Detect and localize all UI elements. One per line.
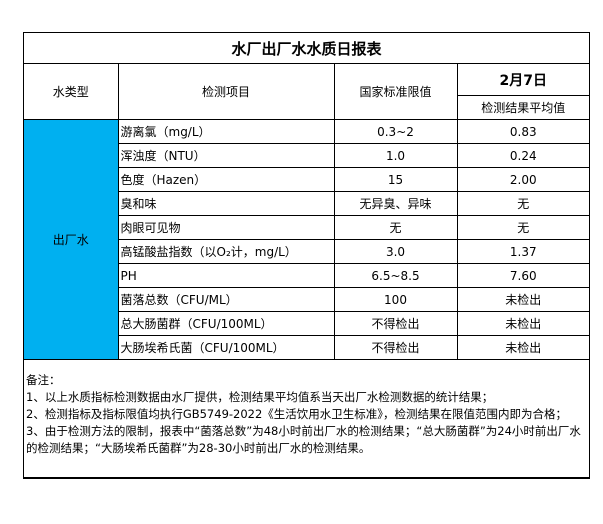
- header-item: 检测项目: [117, 63, 335, 120]
- item-cell: 大肠埃希氏菌（CFU/100ML）: [118, 335, 335, 360]
- item-cell: 色度（Hazen）: [118, 167, 335, 192]
- standard-cell: 不得检出: [333, 311, 458, 336]
- report-title: 水厂出厂水水质日报表: [24, 33, 589, 64]
- table-row: 出厂水 游离氯（mg/L） 0.3~2 0.83: [24, 119, 589, 360]
- item-cell: PH: [118, 263, 335, 288]
- standard-cell: 不得检出: [333, 335, 458, 360]
- result-cell: 未检出: [456, 287, 589, 312]
- notes-heading: 备注：: [26, 373, 61, 387]
- table-row: 浑浊度（NTU） 1.0 0.24: [24, 143, 589, 168]
- header-date: 2月7日: [456, 63, 589, 96]
- item-cell: 总大肠菌群（CFU/100ML）: [118, 311, 335, 336]
- water-type-cell: 出厂水: [24, 119, 119, 360]
- item-cell: 臭和味: [118, 191, 335, 216]
- standard-cell: 3.0: [333, 239, 458, 264]
- item-cell: 高锰酸盐指数（以O₂计，mg/L）: [118, 239, 335, 264]
- standard-cell: 1.0: [333, 143, 458, 168]
- standard-cell: 100: [333, 287, 458, 312]
- item-cell: 菌落总数（CFU/ML）: [118, 287, 335, 312]
- result-cell: 0.24: [456, 143, 589, 168]
- result-cell: 未检出: [456, 335, 589, 360]
- standard-cell: 6.5~8.5: [333, 263, 458, 288]
- report-table: 水厂出厂水水质日报表 水类型 检测项目 国家标准限值 2月7日 检测结果平均值 …: [24, 33, 589, 478]
- item-cell: 游离氯（mg/L）: [117, 119, 335, 144]
- table-row: 菌落总数（CFU/ML） 100 未检出: [24, 287, 589, 312]
- table-row: 肉眼可见物无无: [24, 215, 589, 240]
- note-line: 3、由于检测方法的限制，报表中“菌落总数”为48小时前出厂水的检测结果；“总大肠…: [26, 424, 581, 455]
- standard-cell: 15: [333, 167, 458, 192]
- header-water-type: 水类型: [24, 63, 119, 120]
- table-row: 色度（Hazen） 15 2.00: [24, 167, 589, 192]
- table-row: 总大肠菌群（CFU/100ML） 不得检出 未检出: [24, 311, 589, 336]
- standard-cell: 无: [333, 215, 458, 240]
- result-cell: 无: [456, 191, 589, 216]
- standard-cell: 无异臭、异味: [333, 191, 458, 216]
- water-quality-report: 水厂出厂水水质日报表 水类型 检测项目 国家标准限值 2月7日 检测结果平均值 …: [23, 32, 590, 479]
- result-cell: 7.60: [456, 263, 589, 288]
- note-line: 2、检测指标及指标限值均执行GB5749-2022《生活饮用水卫生标准》，检测结…: [26, 407, 568, 421]
- item-cell: 肉眼可见物: [118, 215, 335, 240]
- result-cell: 未检出: [456, 311, 589, 336]
- standard-cell: 0.3~2: [333, 119, 458, 144]
- note-line: 1、以上水质指标检测数据由水厂提供，检测结果平均值系当天出厂水检测数据的统计结果…: [26, 390, 494, 404]
- result-cell: 1.37: [456, 239, 589, 264]
- header-standard: 国家标准限值: [333, 63, 458, 120]
- item-cell: 浑浊度（NTU）: [118, 143, 335, 168]
- table-row: 大肠埃希氏菌（CFU/100ML） 不得检出 未检出: [24, 335, 589, 360]
- result-cell: 0.83: [456, 119, 589, 144]
- result-cell: 2.00: [456, 167, 589, 192]
- result-cell: 无: [456, 215, 589, 240]
- notes: 备注： 1、以上水质指标检测数据由水厂提供，检测结果平均值系当天出厂水检测数据的…: [24, 359, 589, 478]
- header-result: 检测结果平均值: [457, 95, 589, 120]
